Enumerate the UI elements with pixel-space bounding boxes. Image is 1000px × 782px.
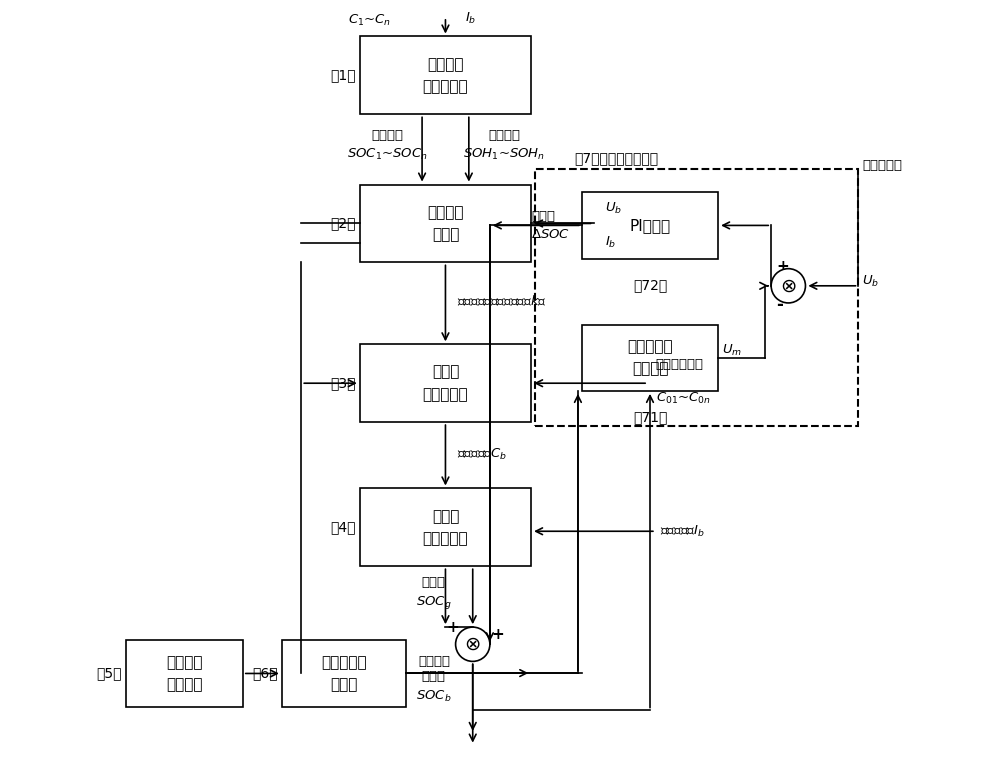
Text: （7）电池状态反馈器: （7）电池状态反馈器 <box>574 151 658 165</box>
Text: 反馈前
$SOC_g$: 反馈前 $SOC_g$ <box>416 576 452 612</box>
Text: $I_b$: $I_b$ <box>465 11 476 26</box>
Text: -: - <box>777 296 783 314</box>
Circle shape <box>456 627 490 662</box>
Text: （2）: （2） <box>330 217 356 231</box>
Text: 荷电状态
$SOC_1$~$SOC_n$: 荷电状态 $SOC_1$~$SOC_n$ <box>347 129 427 163</box>
Text: （3）: （3） <box>330 376 356 390</box>
Bar <box>360 489 531 566</box>
Text: ⊗: ⊗ <box>780 276 796 296</box>
Text: （72）: （72） <box>633 278 667 292</box>
Text: 模型参数: 模型参数 <box>418 655 450 668</box>
Text: 电池组等效
电路模型: 电池组等效 电路模型 <box>627 339 673 376</box>
Bar <box>582 192 718 259</box>
Text: $C_{01}$~$C_{0n}$: $C_{01}$~$C_{0n}$ <box>656 391 711 406</box>
Text: 电池组模型
参数器: 电池组模型 参数器 <box>321 655 367 692</box>
Circle shape <box>771 269 805 303</box>
Text: $U_m$: $U_m$ <box>722 343 742 358</box>
Text: 电池单体
状态估计器: 电池单体 状态估计器 <box>423 57 468 94</box>
Bar <box>360 37 531 114</box>
Text: （71）: （71） <box>633 411 667 425</box>
Text: $U_b$: $U_b$ <box>862 274 879 289</box>
Bar <box>126 640 243 707</box>
Text: （1）: （1） <box>330 68 356 82</box>
Bar <box>360 185 531 263</box>
Text: 故障电池
判别器: 故障电池 判别器 <box>427 205 464 242</box>
Text: +: + <box>491 627 504 642</box>
Text: $I_b$: $I_b$ <box>605 235 617 250</box>
Text: 电池组
容量校正器: 电池组 容量校正器 <box>423 364 468 402</box>
Text: +: + <box>446 620 459 636</box>
Text: PI调节器: PI调节器 <box>629 218 671 233</box>
Text: 电池组容量$C_b$: 电池组容量$C_b$ <box>457 447 507 462</box>
Text: （6）: （6） <box>252 666 278 680</box>
Text: 电池单体
模型参数: 电池单体 模型参数 <box>166 655 203 692</box>
Bar <box>582 325 718 391</box>
Text: 电池组电流$I_b$: 电池组电流$I_b$ <box>660 524 704 539</box>
Text: ⊗: ⊗ <box>465 635 481 654</box>
Bar <box>535 169 858 426</box>
Text: 预估值
$SOC_b$: 预估值 $SOC_b$ <box>416 670 452 704</box>
Text: 电池组
状态预估器: 电池组 状态预估器 <box>423 509 468 546</box>
Text: 健康状态
$SOH_1$~$SOH_n$: 健康状态 $SOH_1$~$SOH_n$ <box>463 129 545 163</box>
Text: 反馈值
$\Delta SOC$: 反馈值 $\Delta SOC$ <box>531 210 570 241</box>
Text: 单体标称容量: 单体标称容量 <box>656 357 704 371</box>
Bar <box>360 344 531 422</box>
Text: $U_b$: $U_b$ <box>605 200 622 216</box>
Text: 电池组电压: 电池组电压 <box>862 159 902 171</box>
Bar <box>282 640 406 707</box>
Text: 故障信息（故障电池单体$k$）: 故障信息（故障电池单体$k$） <box>457 294 547 309</box>
Text: +: + <box>777 259 789 274</box>
Text: $C_1$~$C_n$: $C_1$~$C_n$ <box>348 13 391 28</box>
Text: （4）: （4） <box>330 520 356 534</box>
Text: （5）: （5） <box>97 666 122 680</box>
